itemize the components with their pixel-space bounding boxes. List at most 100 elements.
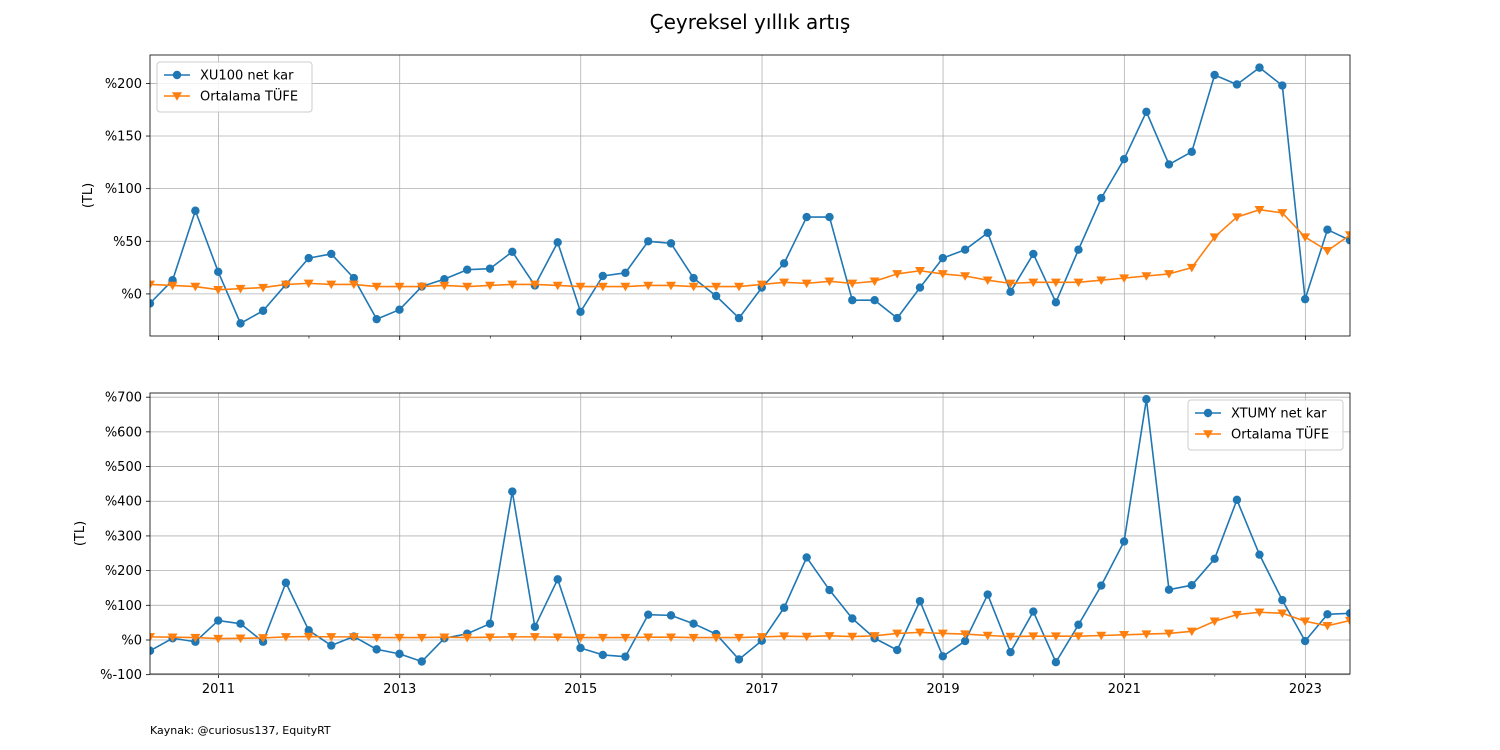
data-point — [575, 282, 586, 292]
y-tick-label: %0 — [121, 634, 142, 649]
data-point — [1210, 70, 1219, 80]
data-point — [281, 578, 291, 587]
data-point — [779, 632, 790, 641]
data-point — [621, 652, 630, 661]
data-point — [1006, 647, 1015, 657]
data-point — [553, 238, 562, 247]
data-point — [733, 282, 744, 292]
data-point — [1345, 609, 1350, 618]
data-point — [1323, 610, 1332, 619]
y-tick-label: %100 — [105, 182, 142, 197]
data-point — [711, 282, 722, 292]
data-point — [983, 228, 992, 238]
data-point — [960, 245, 970, 254]
data-point — [666, 239, 676, 248]
data-point — [938, 253, 948, 263]
x-tick-label: 2017 — [745, 682, 778, 697]
y-tick-label: %-100 — [100, 668, 142, 683]
data-point — [213, 634, 224, 644]
data-point — [304, 253, 313, 263]
data-point — [666, 611, 676, 620]
data-point — [982, 631, 993, 641]
data-point — [1278, 595, 1287, 605]
data-point — [1005, 632, 1016, 642]
data-point — [484, 281, 495, 291]
data-point — [1028, 632, 1039, 641]
data-point — [530, 622, 540, 632]
data-point — [960, 272, 971, 281]
data-point — [304, 626, 313, 635]
data-point — [1323, 225, 1332, 234]
data-point — [620, 282, 631, 292]
data-point — [779, 278, 790, 288]
legend-label: XU100 net kar — [200, 69, 294, 84]
data-point — [915, 596, 925, 606]
x-tick-label: 2021 — [1108, 682, 1141, 697]
data-point — [869, 632, 880, 641]
data-point — [1278, 81, 1287, 90]
legend: XTUMY net kar Ortalama TÜFE — [1187, 399, 1344, 451]
data-point — [1163, 270, 1174, 279]
legend: XU100 net kar Ortalama TÜFE — [156, 61, 313, 113]
y-tick-label: %0 — [121, 287, 142, 302]
data-point — [1097, 581, 1106, 590]
data-point — [372, 314, 381, 324]
data-point — [462, 633, 473, 643]
y-axis-label: (TL) — [81, 183, 96, 208]
data-point — [756, 633, 767, 642]
data-point — [914, 628, 925, 638]
plot-frame — [149, 54, 1351, 337]
legend-marker — [1203, 408, 1213, 418]
data-point — [734, 313, 744, 323]
data-point — [576, 307, 585, 316]
data-point — [552, 633, 563, 642]
data-point — [1050, 632, 1061, 641]
source-note: Kaynak: @curiosus137, EquityRT — [150, 724, 331, 737]
data-point — [1209, 617, 1220, 627]
legend-label: Ortalama TÜFE — [200, 88, 298, 105]
data-point — [711, 633, 722, 643]
data-point — [1163, 629, 1174, 639]
data-point — [213, 616, 223, 625]
data-point — [734, 655, 744, 664]
data-point — [621, 268, 630, 278]
data-point — [1119, 631, 1130, 640]
data-point — [462, 282, 473, 292]
data-point — [688, 282, 699, 292]
legend-label: Ortalama TÜFE — [1231, 426, 1329, 443]
data-point — [167, 633, 178, 642]
data-point — [892, 270, 903, 279]
x-tick-label: 2023 — [1289, 682, 1322, 697]
x-tick-label: 2013 — [383, 682, 416, 697]
data-point — [643, 633, 654, 642]
data-point — [1074, 620, 1083, 629]
data-point — [150, 633, 155, 642]
data-point — [1073, 278, 1084, 288]
data-point — [847, 632, 858, 642]
data-point — [1051, 298, 1061, 307]
data-point — [1210, 554, 1219, 564]
legend-label: XTUMY net kar — [1231, 407, 1327, 422]
data-point — [1254, 608, 1265, 617]
data-point — [575, 633, 586, 643]
data-point — [666, 633, 677, 642]
data-point — [1029, 249, 1038, 259]
data-point — [825, 212, 834, 222]
data-point — [779, 603, 789, 612]
data-point — [733, 633, 744, 643]
data-point — [1345, 231, 1350, 240]
data-point — [1187, 580, 1196, 590]
data-point — [1231, 213, 1242, 222]
data-point — [280, 633, 291, 642]
data-point — [258, 306, 268, 315]
data-point — [394, 633, 405, 643]
data-point — [258, 283, 269, 293]
data-point — [349, 273, 359, 283]
y-tick-label: %700 — [105, 391, 142, 406]
data-point — [191, 206, 200, 215]
data-point — [1097, 193, 1106, 203]
data-point — [529, 633, 540, 642]
data-point — [598, 650, 608, 660]
data-point — [190, 282, 201, 292]
